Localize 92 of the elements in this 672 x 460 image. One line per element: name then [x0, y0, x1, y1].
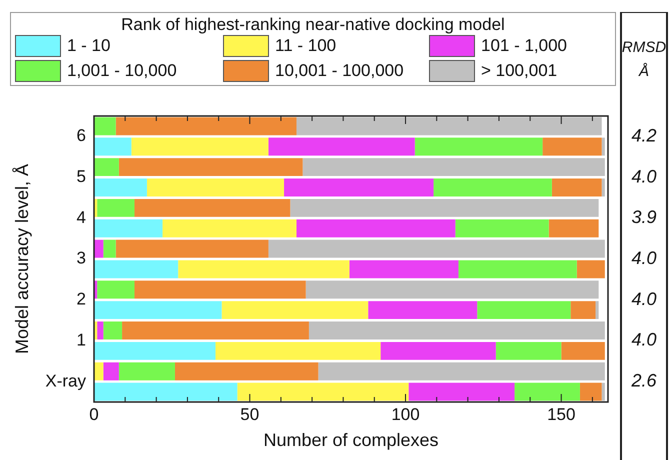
text: 4.2 — [631, 125, 657, 146]
bar — [94, 260, 178, 278]
bar — [414, 138, 543, 156]
bar — [94, 117, 116, 136]
y-tick-label: X-ray — [45, 371, 86, 390]
bar — [118, 158, 303, 176]
bar — [94, 240, 104, 258]
bar — [318, 362, 605, 380]
bar — [268, 240, 605, 258]
text: RMSD Å — [622, 39, 666, 80]
bar — [596, 301, 599, 320]
bar — [349, 260, 458, 278]
legend-label: 11 - 100 — [275, 36, 336, 56]
bar — [103, 322, 122, 340]
y-tick-label: 1 — [76, 330, 86, 350]
bar — [514, 382, 580, 401]
bar — [308, 322, 605, 340]
bar — [284, 178, 434, 196]
bar — [215, 342, 381, 360]
bar — [268, 138, 415, 156]
bar — [97, 198, 134, 217]
y-tick-label: 5 — [76, 166, 86, 186]
bar — [542, 138, 602, 156]
bar — [103, 362, 119, 380]
bar — [131, 138, 268, 156]
x-tick-label: 50 — [240, 404, 260, 424]
bar — [222, 301, 368, 320]
y-tick-label: 4 — [76, 208, 86, 227]
bar — [458, 260, 577, 278]
bar — [94, 382, 238, 401]
legend-title: Rank of highest-ranking near-native docking model — [120, 15, 506, 35]
bar — [434, 178, 552, 196]
x-tick-label: 100 — [391, 404, 420, 424]
bar — [116, 240, 268, 258]
bar — [94, 362, 104, 380]
bar — [134, 280, 306, 299]
bar — [296, 219, 456, 238]
y-tick-label: 6 — [76, 126, 86, 146]
legend-label: 101 - 1,000 — [481, 36, 568, 56]
text: 4.0 — [631, 288, 657, 309]
bar — [455, 219, 549, 238]
bar — [97, 322, 104, 340]
y-tick-label: 2 — [76, 290, 86, 309]
bar — [296, 117, 602, 136]
bar — [368, 301, 478, 320]
text: 3.9 — [631, 207, 657, 228]
y-axis-title: Model accuracy level, Å — [12, 164, 32, 354]
legend-label: 1,001 - 10,000 — [67, 61, 177, 81]
bar — [602, 178, 605, 196]
bar — [94, 301, 222, 320]
text: 2.6 — [630, 370, 658, 391]
bar — [302, 158, 605, 176]
text: 4.0 — [631, 166, 657, 186]
bar — [94, 342, 216, 360]
bar — [174, 362, 318, 380]
bar — [162, 219, 296, 238]
text: > 100,001 — [481, 61, 558, 81]
x-axis-title: Number of complexes — [263, 430, 439, 450]
bar — [602, 138, 605, 156]
x-tick-label: 0 — [89, 404, 99, 424]
bar — [178, 260, 350, 278]
bar — [97, 280, 134, 299]
bar — [570, 301, 596, 320]
legend-label: 10,001 - 100,000 — [275, 61, 404, 81]
bar — [118, 362, 175, 380]
bar — [237, 382, 409, 401]
bar — [408, 382, 515, 401]
bar — [146, 178, 284, 196]
bar — [103, 240, 116, 258]
bar — [602, 382, 605, 401]
bar — [122, 322, 309, 340]
text: 4.0 — [631, 248, 657, 268]
bar — [496, 342, 562, 360]
bar — [380, 342, 496, 360]
bar — [552, 178, 602, 196]
bar — [548, 219, 599, 238]
bar — [306, 280, 599, 299]
bar — [116, 117, 296, 136]
bar — [561, 342, 605, 360]
bar — [477, 301, 571, 320]
text: 4.0 — [631, 330, 657, 350]
bar — [580, 382, 602, 401]
y-tick-label: 3 — [76, 248, 86, 268]
legend-label: 1 - 10 — [67, 36, 110, 56]
bar — [94, 219, 163, 238]
bar — [94, 178, 147, 196]
bar — [134, 198, 290, 217]
x-tick-label: 150 — [547, 404, 576, 424]
bar — [290, 198, 599, 217]
bar — [94, 138, 132, 156]
bar — [576, 260, 605, 278]
bar — [94, 158, 119, 176]
